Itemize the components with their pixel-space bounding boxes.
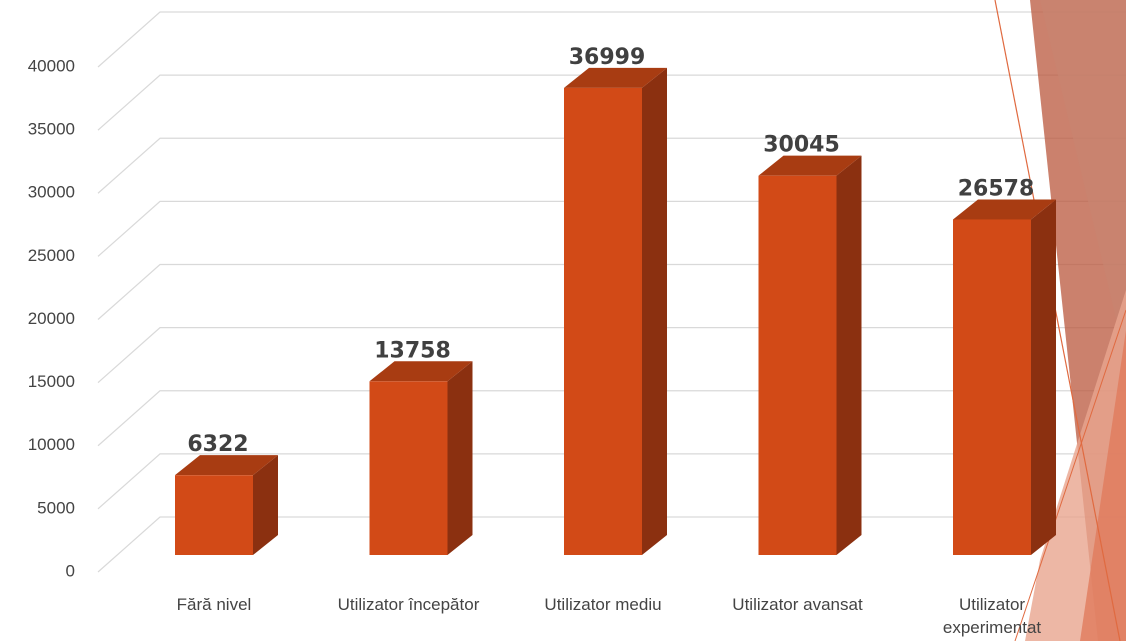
data-label: 6322 [187, 432, 248, 457]
y-tick-label: 0 [66, 561, 75, 580]
x-tick-label: Fără nivel [176, 595, 252, 614]
data-label: 36999 [569, 45, 646, 70]
bar-top [758, 155, 862, 176]
y-tick-label: 30000 [28, 183, 75, 202]
x-tick-label: Utilizator începător [337, 595, 480, 614]
y-tick-label: 15000 [28, 372, 75, 391]
y-tick-label: 40000 [28, 56, 75, 75]
data-label: 26578 [958, 176, 1035, 201]
y-tick-label: 5000 [37, 498, 75, 517]
bar-side [253, 455, 278, 555]
data-label: 30045 [763, 133, 840, 158]
bar-side [642, 67, 667, 555]
deco-shape [1080, 330, 1126, 641]
x-tick-label: Utilizator avansat [732, 595, 863, 614]
bar-top [175, 455, 278, 476]
grid-line [97, 137, 1126, 194]
bar-top [369, 361, 473, 382]
y-tick-label: 10000 [28, 435, 75, 454]
bar [369, 381, 448, 555]
bar [953, 219, 1031, 555]
bar-side [1031, 199, 1056, 555]
bar [758, 175, 837, 555]
deco-shape [1040, 0, 1126, 360]
x-tick-label: Utilizator mediu [544, 595, 662, 614]
x-tick-label: Utilizator experimentat [942, 595, 1042, 637]
y-tick-label: 35000 [28, 120, 75, 139]
decoration [994, 0, 1126, 641]
bar-side [447, 361, 473, 555]
data-label: 13758 [374, 338, 451, 363]
deco-line [994, 0, 1121, 641]
bar [564, 87, 642, 555]
y-tick-label: 25000 [28, 246, 75, 265]
deco-line [1014, 309, 1126, 641]
bar-top [564, 67, 667, 88]
bar-side [836, 155, 862, 555]
y-tick-label: 20000 [28, 309, 75, 328]
bar-top [953, 199, 1056, 220]
grid-line [97, 11, 1126, 68]
bar [175, 475, 253, 555]
grid-line [97, 74, 1126, 131]
